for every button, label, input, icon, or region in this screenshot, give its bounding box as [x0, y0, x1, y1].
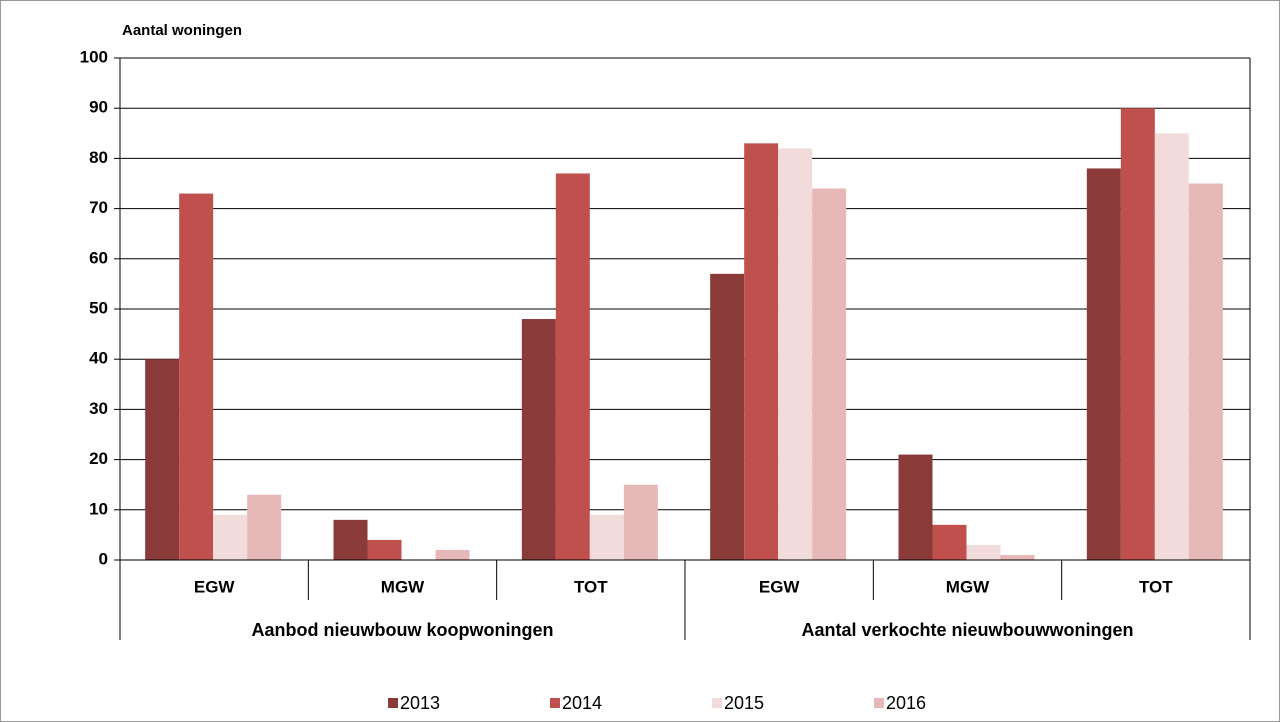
x-tick-label: EGW — [759, 577, 801, 596]
bar — [623, 484, 658, 560]
y-tick-label: 50 — [89, 298, 108, 317]
bar — [1188, 183, 1223, 560]
x-tick-label: TOT — [1139, 577, 1173, 596]
y-tick-label: 80 — [89, 148, 108, 167]
legend-swatch — [712, 698, 722, 708]
bar — [213, 514, 248, 560]
legend-label: 2015 — [724, 693, 764, 713]
legend-swatch — [874, 698, 884, 708]
y-tick-label: 30 — [89, 399, 108, 418]
bar — [179, 193, 214, 561]
group-label: Aanbod nieuwbouw koopwoningen — [252, 620, 554, 640]
legend-swatch — [388, 698, 398, 708]
group-label: Aantal verkochte nieuwbouwwoningen — [801, 620, 1133, 640]
x-tick-label: MGW — [946, 577, 990, 596]
x-tick-label: EGW — [194, 577, 236, 596]
bar — [898, 454, 933, 560]
y-tick-label: 0 — [99, 549, 108, 568]
bar — [247, 494, 282, 560]
bar — [521, 319, 556, 560]
y-tick-label: 70 — [89, 198, 108, 217]
bar — [435, 549, 470, 560]
y-tick-label: 40 — [89, 349, 108, 368]
legend-swatch — [550, 698, 560, 708]
legend-label: 2013 — [400, 693, 440, 713]
bar — [778, 148, 813, 561]
bar — [966, 544, 1001, 560]
x-tick-label: MGW — [381, 577, 425, 596]
bar — [744, 143, 779, 560]
bar — [367, 539, 402, 560]
y-tick-label: 20 — [89, 449, 108, 468]
bar — [1086, 168, 1121, 560]
y-tick-label: 10 — [89, 499, 108, 518]
legend-label: 2016 — [886, 693, 926, 713]
bar — [1000, 554, 1035, 560]
bar — [145, 359, 180, 560]
y-tick-label: 60 — [89, 248, 108, 267]
bar — [1154, 133, 1189, 561]
bar — [1120, 108, 1155, 560]
bar — [589, 514, 624, 560]
bar — [812, 188, 847, 560]
y-tick-label: 90 — [89, 98, 108, 117]
x-tick-label: TOT — [574, 577, 608, 596]
bar — [710, 273, 745, 560]
legend-label: 2014 — [562, 693, 602, 713]
y-axis-label: Aantal woningen — [122, 22, 242, 39]
bar — [555, 173, 590, 560]
bar — [333, 519, 368, 560]
bar — [932, 524, 967, 560]
y-tick-label: 100 — [80, 47, 108, 66]
